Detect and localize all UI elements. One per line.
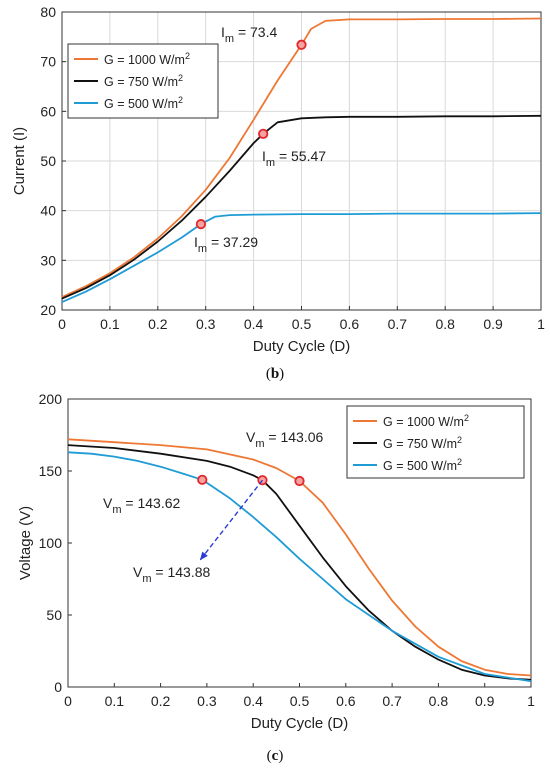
y-tick-label: 60: [40, 103, 56, 119]
x-tick-label: 0.1: [100, 316, 120, 332]
max-point-marker: [197, 474, 208, 485]
series-line-g750: [67, 444, 532, 681]
x-tick-label: 0.1: [105, 693, 125, 709]
max-point-marker: [195, 219, 207, 230]
x-tick-label: 0.2: [148, 316, 168, 332]
x-tick-label: 0.7: [382, 693, 402, 709]
y-axis-label: Current (I): [11, 127, 28, 195]
x-tick-label: 0: [58, 316, 66, 332]
y-tick-label: 50: [40, 153, 56, 169]
series-line-g1000: [61, 17, 542, 298]
max-point-annotation: Im = 37.29: [194, 234, 258, 255]
series-line-g500: [61, 212, 542, 303]
caption-c: (c): [266, 748, 284, 764]
x-tick-label: 0.4: [244, 316, 264, 332]
series-line-g500: [67, 451, 532, 683]
max-point-annotation: Vm = 143.62: [103, 495, 181, 516]
x-tick-label: 0.8: [435, 316, 455, 332]
caption-b: (b): [265, 366, 285, 382]
x-tick-label: 1: [527, 693, 535, 709]
y-tick-label: 50: [46, 607, 62, 623]
legend-label: G = 750 W/m2: [104, 73, 183, 89]
annotation-arrow: [199, 479, 264, 561]
y-tick-label: 100: [39, 535, 63, 551]
max-point-marker: [294, 475, 305, 487]
max-point-annotation: Vm = 143.06: [246, 429, 324, 450]
y-tick-label: 150: [39, 463, 63, 479]
x-tick-label: 0.8: [429, 693, 449, 709]
chart-current-vs-duty-cycle: 0 0.1 0.2 0.3 0.4 0.5 0.6 0.7 0.8 0.9 1 20 30 40 50 60 7…: [11, 4, 545, 355]
legend-label: G = 1000 W/m2: [383, 413, 469, 429]
y-tick-label: 30: [40, 252, 56, 268]
x-tick-label: 0.5: [292, 316, 312, 332]
x-tick-label: 0.7: [388, 316, 408, 332]
x-axis-label: Duty Cycle (D): [253, 338, 351, 355]
series-line-g1000: [67, 438, 532, 677]
y-tick-label: 70: [40, 54, 56, 70]
max-point-annotation: Im = 55.47: [262, 148, 326, 169]
y-tick-label: 40: [40, 203, 56, 219]
legend-label: G = 1000 W/m2: [104, 51, 190, 67]
y-tick-label: 80: [40, 4, 56, 20]
x-tick-label: 0.6: [336, 693, 356, 709]
x-tick-label: 1: [537, 316, 545, 332]
max-point-annotation: Vm = 143.88: [133, 564, 211, 585]
y-tick-label: 20: [40, 302, 56, 318]
x-tick-label: 0.2: [151, 693, 171, 709]
y-axis-label: Voltage (V): [17, 506, 34, 580]
annotation-arrowhead: [199, 551, 208, 561]
x-tick-label: 0.9: [483, 316, 503, 332]
x-axis-label: Duty Cycle (D): [251, 715, 349, 732]
x-tick-label: 0.3: [196, 316, 216, 332]
legend-label: G = 500 W/m2: [383, 457, 462, 473]
x-tick-label: 0: [64, 693, 72, 709]
series-line-g750: [61, 114, 542, 300]
y-tick-label: 0: [54, 679, 62, 695]
x-tick-label: 0.5: [290, 693, 310, 709]
legend-label: G = 750 W/m2: [383, 435, 462, 451]
x-tick-label: 0.4: [243, 693, 263, 709]
max-point-marker: [258, 128, 269, 139]
x-tick-label: 0.9: [475, 693, 495, 709]
x-tick-label: 0.6: [340, 316, 360, 332]
y-tick-label: 200: [39, 391, 63, 407]
x-tick-label: 0.3: [197, 693, 217, 709]
chart-voltage-vs-duty-cycle: 0 0.1 0.2 0.3 0.4 0.5 0.6 0.7 0.8 0.9 1 0 50 100 150 20…: [17, 391, 535, 732]
max-point-annotation: Im = 73.4: [221, 24, 277, 45]
max-point-marker: [296, 39, 307, 50]
legend-label: G = 500 W/m2: [104, 95, 183, 111]
